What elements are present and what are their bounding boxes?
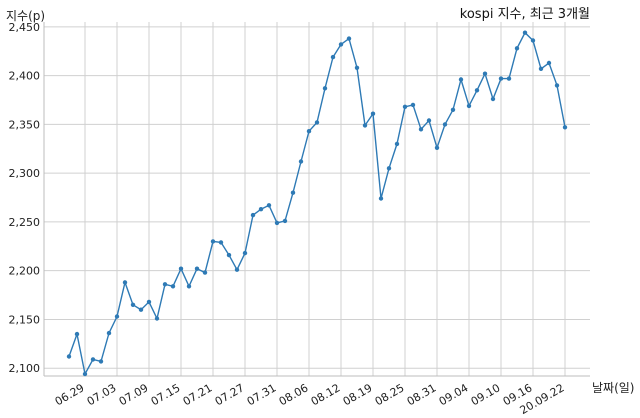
chart-title: kospi 지수, 최근 3개월 [460, 7, 590, 22]
data-point [466, 103, 472, 109]
data-point [138, 307, 144, 312]
data-point [282, 218, 288, 224]
x-tick-label: 08.31 [405, 381, 439, 408]
data-point [242, 250, 248, 256]
data-point [530, 38, 536, 43]
data-point [130, 302, 136, 307]
data-point [426, 118, 432, 123]
data-point [82, 371, 88, 377]
y-tick-label: 2,150 [9, 313, 41, 326]
grid-lines [44, 22, 590, 376]
data-point [146, 299, 152, 305]
data-point [114, 314, 120, 319]
data-point [154, 316, 160, 321]
y-tick-label: 2,100 [9, 362, 41, 375]
y-tick-label: 2,200 [9, 265, 41, 278]
data-point [514, 46, 520, 51]
x-tick-label: 07.03 [85, 381, 119, 408]
data-point [322, 86, 328, 91]
data-point [274, 220, 280, 226]
data-point [458, 77, 464, 82]
data-point [210, 239, 216, 244]
x-tick-label: 07.15 [149, 381, 183, 408]
data-point [346, 36, 352, 41]
data-point [474, 88, 480, 93]
data-point [234, 267, 240, 272]
data-point [170, 284, 176, 289]
data-point [338, 42, 344, 47]
data-point [330, 54, 336, 60]
series-line [68, 31, 566, 377]
data-point [258, 207, 264, 212]
data-point [66, 354, 72, 359]
axes [43, 22, 590, 377]
data-point [186, 284, 192, 289]
y-tick-label: 2,450 [9, 21, 41, 34]
x-tick-label: 07.31 [245, 381, 279, 408]
data-point [194, 266, 200, 271]
data-point [538, 66, 544, 72]
data-point [162, 282, 168, 287]
data-point [410, 102, 416, 108]
x-tick-label: 08.25 [373, 381, 407, 408]
x-tick-labels: 06.2907.0307.0907.1507.2107.2707.3108.06… [53, 381, 567, 417]
data-point [378, 196, 384, 201]
y-tick-labels: 2,100 2,150 2,200 2,250 2,300 2,350 2,400 2,450 [9, 21, 41, 375]
y-tick-label: 2,400 [9, 70, 41, 83]
data-point [290, 190, 296, 195]
data-point [522, 30, 528, 35]
x-tick-label: 09.04 [437, 381, 471, 408]
x-axis-label: 날짜(일) [592, 381, 634, 395]
data-point [490, 96, 496, 102]
y-tick-label: 2,350 [9, 118, 41, 131]
data-point [482, 71, 488, 76]
y-tick-label: 2,250 [9, 216, 41, 229]
x-tick-label: 09.10 [469, 381, 503, 408]
data-point [298, 159, 304, 164]
data-point [226, 252, 232, 258]
x-tick-label: 08.12 [309, 381, 343, 408]
data-point [554, 83, 560, 88]
data-point [450, 107, 456, 113]
x-tick-label: 06.29 [53, 381, 87, 408]
kospi-series-line [68, 31, 566, 377]
y-axis-label: 지수(p) [6, 9, 45, 23]
data-point [362, 123, 368, 128]
data-point [74, 331, 80, 337]
data-point [386, 166, 392, 171]
x-tick-label: 08.06 [277, 381, 311, 408]
data-point [498, 76, 504, 81]
x-tick-label: 07.27 [213, 381, 247, 408]
x-tick-label: 07.21 [181, 381, 215, 408]
data-point [98, 359, 104, 364]
data-point [122, 280, 128, 285]
data-point [546, 60, 552, 66]
data-point [306, 129, 312, 134]
data-point [250, 212, 256, 218]
data-point [314, 120, 320, 125]
data-point [354, 65, 360, 71]
data-point [90, 357, 96, 362]
x-tick-label: 08.19 [341, 381, 375, 408]
data-point [106, 330, 112, 336]
data-point [562, 125, 568, 130]
data-point [442, 122, 448, 127]
data-point [506, 76, 512, 81]
data-point [218, 240, 224, 245]
data-point [418, 127, 424, 132]
data-point [402, 104, 408, 110]
data-point [370, 111, 376, 116]
data-points [66, 30, 568, 377]
data-point [434, 145, 440, 150]
data-point [178, 266, 184, 271]
x-tick-label: 07.09 [117, 381, 151, 408]
data-point [266, 203, 272, 208]
y-tick-label: 2,300 [9, 167, 41, 180]
data-point [394, 141, 400, 147]
data-point [202, 270, 208, 275]
